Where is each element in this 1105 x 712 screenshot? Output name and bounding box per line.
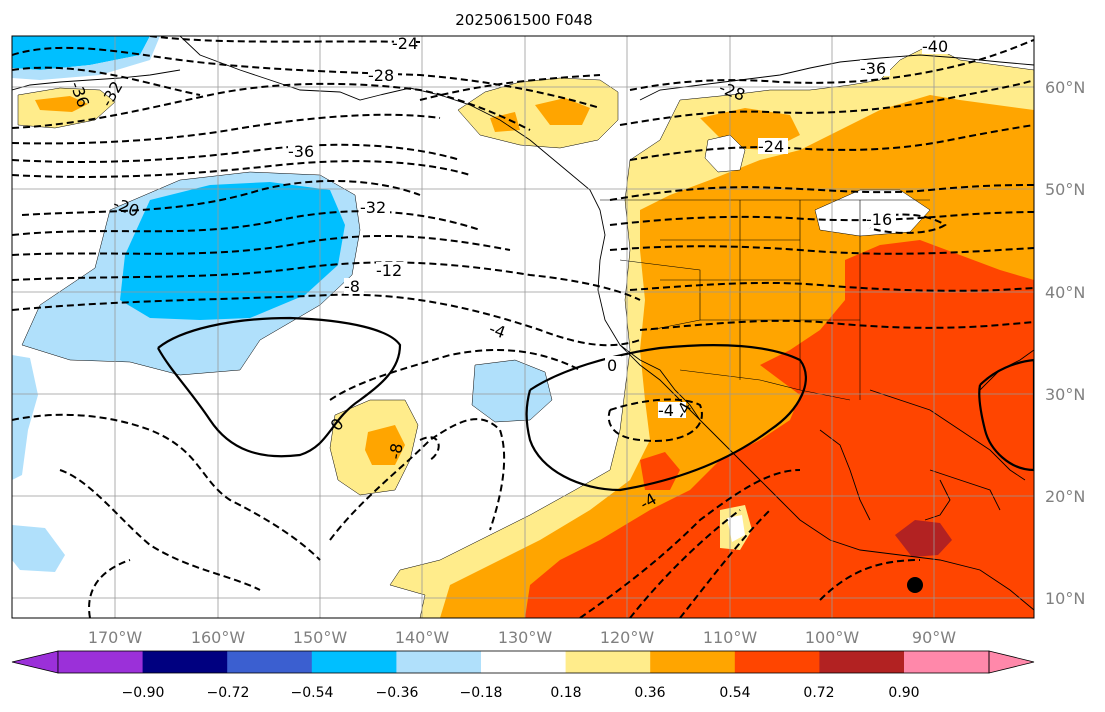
contour-label: -16: [866, 210, 892, 229]
colorbar-segment: [311, 651, 397, 673]
colorbar-tick-label: −0.54: [291, 685, 334, 701]
zero-contours: [157, 316, 1034, 492]
contour-label: -40: [922, 37, 948, 56]
colorbar-tick-label: −0.72: [207, 685, 250, 701]
colorbar-tick-label: 0.72: [803, 685, 834, 701]
colorbar-tick-labels: −0.90 −0.72 −0.54 −0.36 −0.18 0.18 0.36 …: [122, 685, 920, 701]
map-title: 2025061500 F048: [455, 11, 592, 29]
contour-label: -8: [344, 277, 360, 296]
colorbar-tick-label: 0.18: [550, 685, 581, 701]
lon-label: 130°W: [498, 628, 553, 647]
positive-anomaly-shading: [17, 44, 1034, 618]
colorbar-tick-label: −0.90: [122, 685, 165, 701]
longitude-labels: 170°W 160°W 150°W 140°W 130°W 120°W 110°…: [88, 628, 956, 647]
colorbar-segment: [58, 651, 144, 673]
political-borders: [600, 199, 930, 401]
contour-label: -36: [288, 142, 314, 161]
lon-label: 90°W: [912, 628, 956, 647]
contour-label: -8: [385, 442, 406, 461]
lat-label: 10°N: [1045, 589, 1085, 608]
location-marker: [907, 577, 923, 593]
colorbar-tick-label: 0.90: [888, 685, 919, 701]
contour-label: -24: [392, 34, 418, 53]
contour-label: -4: [487, 319, 508, 342]
contour-label: -24: [758, 137, 784, 156]
lat-label: 20°N: [1045, 487, 1085, 506]
dashed-contours: [12, 36, 1034, 618]
colorbar-frame: [57, 650, 990, 674]
contour-label: -36: [860, 59, 886, 78]
lat-label: 40°N: [1045, 283, 1085, 302]
colorbar-segment: [565, 651, 651, 673]
colorbar: [11, 650, 1035, 674]
colorbar-segment: [142, 651, 228, 673]
lon-label: 160°W: [191, 628, 246, 647]
colorbar-tick-label: −0.36: [376, 685, 419, 701]
contour-label: -32: [360, 198, 386, 217]
contour-label: -28: [368, 66, 394, 85]
colorbar-extend-high: [988, 650, 1035, 674]
lon-label: 150°W: [293, 628, 348, 647]
colorbar-segment: [650, 651, 736, 673]
colorbar-segment: [227, 651, 313, 673]
colorbar-segment: [396, 651, 482, 673]
colorbar-extend-low: [11, 650, 59, 674]
negative-anomaly-shading: [12, 36, 553, 572]
latitude-labels: 60°N 50°N 40°N 30°N 20°N 10°N: [1045, 78, 1085, 608]
lat-label: 50°N: [1045, 180, 1085, 199]
colorbar-tick-label: 0.36: [634, 685, 665, 701]
contour-label: -4: [658, 401, 674, 420]
colorbar-tick-label: −0.18: [460, 685, 503, 701]
colorbar-segment: [734, 651, 820, 673]
colorbar-segment: [481, 651, 567, 673]
contour-label: 0: [607, 356, 617, 375]
lat-label: 60°N: [1045, 78, 1085, 97]
coastlines: [12, 36, 1034, 611]
colorbar-segment: [904, 651, 989, 673]
lat-label: 30°N: [1045, 385, 1085, 404]
contour-label: -12: [376, 261, 402, 280]
colorbar-tick-label: 0.54: [719, 685, 750, 701]
colorbar-segment: [819, 651, 905, 673]
lon-label: 110°W: [703, 628, 758, 647]
map-plot-area: -24 -28 -36 -40 -36 -28 -32 -36 -32 -20 …: [12, 34, 1034, 618]
lon-label: 120°W: [600, 628, 655, 647]
lon-label: 100°W: [805, 628, 860, 647]
graticule: [12, 36, 1034, 618]
map-frame: [11, 35, 1035, 619]
lon-label: 140°W: [395, 628, 450, 647]
lon-label: 170°W: [88, 628, 143, 647]
